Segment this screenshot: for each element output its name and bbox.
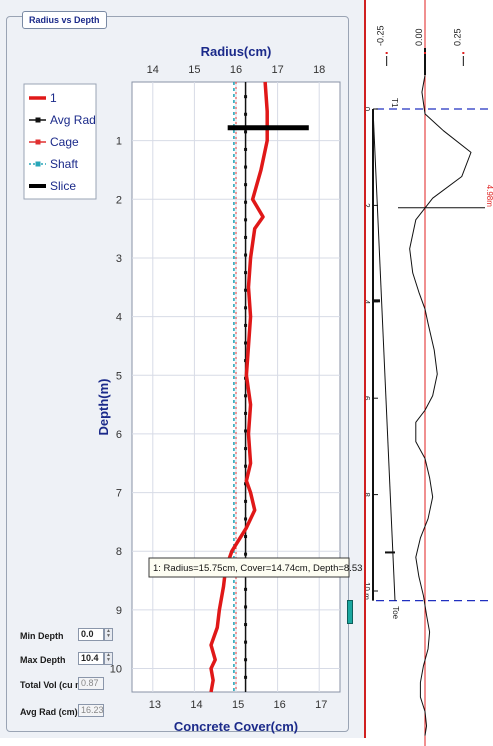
y-tick-label: 6 <box>366 396 371 401</box>
avg-rad-marker <box>244 218 248 222</box>
min-depth-spinner[interactable]: ▲ ▼ <box>104 628 113 641</box>
y-tick-label: 10 m <box>366 582 371 600</box>
radius-series-line <box>209 81 269 693</box>
max-depth-field[interactable]: 10.4 <box>78 652 104 665</box>
avg-rad-marker <box>244 95 248 99</box>
tooltip-box <box>148 557 350 578</box>
avg-rad-marker <box>244 464 248 468</box>
y-tick-label: 4 <box>366 300 371 305</box>
avg-rad-marker <box>244 359 248 363</box>
avg-rad-marker <box>244 411 248 415</box>
x-tick-label: 0.00 <box>414 28 424 46</box>
x-axis-label: Concrete Cover(cm) <box>174 719 298 734</box>
y-tick-label: 2 <box>366 203 371 208</box>
radius-depth-chart: 14 15 16 17 18 13 14 15 16 17 1 2 3 4 5 6 7 8 9 10 Radius(cm… <box>23 44 362 734</box>
signal-trace <box>409 75 472 736</box>
y-axis-label: Depth(m) <box>96 378 111 435</box>
legend-marker <box>35 161 41 167</box>
y-tick-label: 6 <box>116 429 122 441</box>
avg-rad-label: Avg Rad (cm) <box>20 707 78 717</box>
x-top-tick-label: 16 <box>230 64 242 76</box>
x-tick-label: 0.25 <box>452 28 462 46</box>
avg-rad-marker <box>244 306 248 310</box>
y-tick-label: 5 <box>116 370 122 382</box>
avg-rad-marker <box>244 535 248 539</box>
avg-rad-marker <box>244 253 248 257</box>
taper-line <box>372 108 396 601</box>
y-tick-label: 9 <box>116 605 122 617</box>
avg-rad-marker <box>244 288 248 292</box>
x-top-tick-label: 17 <box>271 64 283 76</box>
avg-rad-marker <box>244 235 248 239</box>
avg-rad-marker <box>244 658 248 662</box>
x-tick-label: -0.25 <box>376 25 386 46</box>
avg-rad-marker <box>244 640 248 644</box>
legend-label: Avg Rad <box>50 113 96 127</box>
x-tick-dot <box>424 52 426 54</box>
x-top-tick-label: 15 <box>188 64 200 76</box>
y-tick-label: 1 <box>116 136 122 148</box>
x-tick-dot <box>385 52 388 54</box>
top-marker-label: T1 <box>390 98 399 108</box>
x-bottom-tick-label: 16 <box>274 699 286 711</box>
y-tick-label: 2 <box>116 194 122 206</box>
avg-rad-marker <box>244 447 248 451</box>
avg-rad-marker <box>244 675 248 679</box>
avg-rad-marker <box>244 271 248 275</box>
legend-label: Cage <box>50 135 79 149</box>
y-tick-label: 4 <box>116 312 122 324</box>
avg-rad-marker <box>244 200 248 204</box>
side-depth-label: 4.98m <box>485 185 493 208</box>
x-bottom-tick-label: 14 <box>190 699 202 711</box>
tooltip-text: 1: Radius=15.75cm, Cover=14.74cm, Depth=… <box>153 563 362 574</box>
avg-rad-marker <box>244 605 248 609</box>
legend-marker <box>35 117 41 123</box>
total-vol-field: 0.87 <box>78 677 104 690</box>
legend-label: 1 <box>50 91 57 105</box>
x-top-tick-label: 14 <box>147 64 159 76</box>
legend-label: Slice <box>50 179 76 193</box>
legend-label: Shaft <box>50 157 79 171</box>
x-bottom-tick-label: 13 <box>149 699 161 711</box>
x-bottom-tick-label: 15 <box>232 699 244 711</box>
y-tick-label: 8 <box>116 546 122 558</box>
y-tick-label: 7 <box>116 488 122 500</box>
min-depth-field[interactable]: 0.0 <box>78 628 104 641</box>
avg-rad-marker <box>244 552 248 556</box>
avg-rad-marker <box>244 499 248 503</box>
avg-rad-marker <box>244 341 248 345</box>
x-bottom-tick-label: 17 <box>315 699 327 711</box>
total-vol-label: Total Vol (cu m) <box>20 680 87 690</box>
avg-rad-marker <box>244 147 248 151</box>
y-tick-label: 3 <box>116 253 122 265</box>
scroll-handle[interactable] <box>347 600 353 624</box>
y-tick-label: 8 <box>366 492 371 497</box>
y-tick-label: 10 <box>110 664 122 676</box>
max-depth-spinner[interactable]: ▲ ▼ <box>104 652 113 665</box>
toe-marker-label: Toe <box>391 606 400 619</box>
x-top-tick-label: 18 <box>313 64 325 76</box>
avg-rad-marker <box>244 112 248 116</box>
avg-rad-marker <box>244 394 248 398</box>
avg-rad-marker <box>244 517 248 521</box>
avg-rad-marker <box>244 587 248 591</box>
x-tick-dot <box>462 52 465 54</box>
avg-rad-marker <box>244 323 248 327</box>
avg-rad-marker <box>244 482 248 486</box>
panel-frame <box>6 16 349 732</box>
legend-marker <box>35 139 41 145</box>
avg-rad-marker <box>244 429 248 433</box>
avg-rad-marker <box>244 623 248 627</box>
y-tick-label: 0 <box>366 107 371 112</box>
panel-title: Radius vs Depth <box>22 11 107 29</box>
avg-rad-marker <box>244 130 248 134</box>
chart-title: Radius(cm) <box>201 44 272 59</box>
max-depth-label: Max Depth <box>20 655 66 665</box>
avg-rad-marker <box>244 183 248 187</box>
signal-chart: -0.25 0.00 0.25 0 2 4 6 8 10 m 4.98m T1 Toe <box>366 0 493 746</box>
avg-rad-marker <box>244 165 248 169</box>
min-depth-label: Min Depth <box>20 631 64 641</box>
avg-rad-field: 16.23 <box>78 704 104 717</box>
